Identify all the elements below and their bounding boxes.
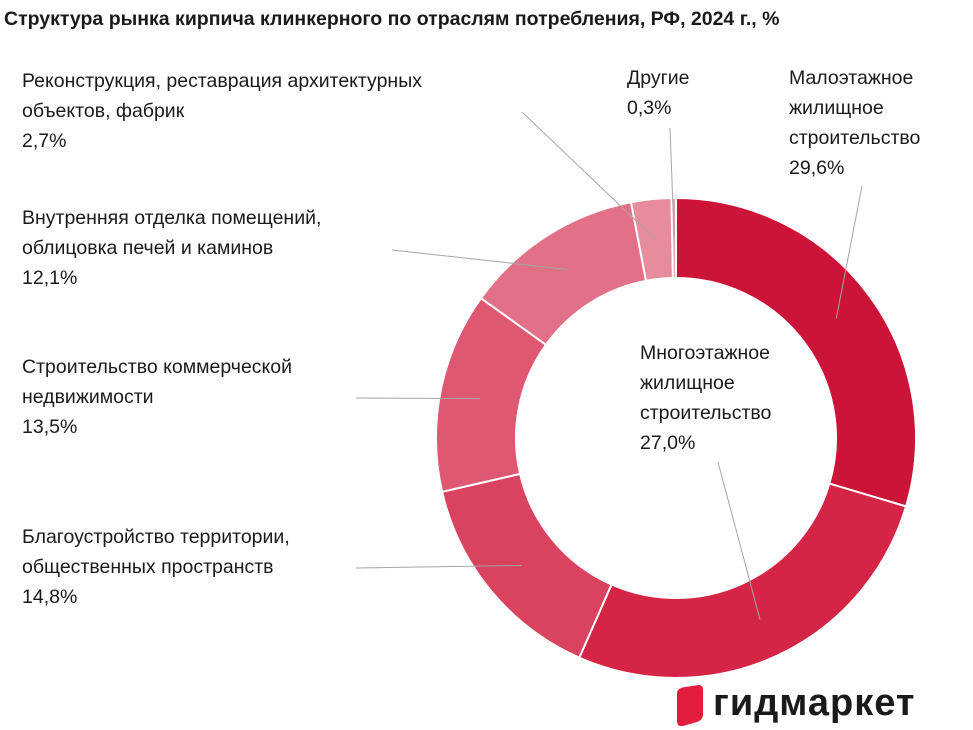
donut-slice-2 bbox=[577, 482, 908, 679]
donut-slice-1 bbox=[675, 196, 917, 508]
slice-label-text: облицовка печей и каминов bbox=[22, 237, 274, 259]
brand-name: гидмаркет bbox=[713, 682, 916, 724]
slice-label-text: жилищное bbox=[789, 97, 884, 119]
slice-value-label: 2,7% bbox=[22, 130, 67, 152]
slice-value-label: 13,5% bbox=[22, 416, 78, 438]
slice-label-text: Благоустройство территории, bbox=[22, 526, 290, 548]
slice-label-3: Благоустройство территории, общественных … bbox=[22, 522, 290, 612]
slice-label-4: Строительство коммерческой недвижимости 13… bbox=[22, 352, 292, 442]
leader-line-5 bbox=[391, 249, 569, 270]
slice-label-text: Строительство коммерческой bbox=[22, 356, 293, 378]
leader-line-7 bbox=[669, 127, 675, 239]
brand-mark-icon bbox=[677, 685, 703, 727]
slice-label-text: объектов, фабрик bbox=[22, 100, 185, 122]
leader-line-3 bbox=[355, 564, 522, 569]
slice-label-text: строительство bbox=[640, 402, 772, 424]
slice-label-text: Малоэтажное bbox=[789, 67, 914, 89]
brand-logo: гидмаркет bbox=[673, 682, 973, 728]
slice-value-label: 29,6% bbox=[789, 157, 845, 179]
slice-label-text: жилищное bbox=[640, 372, 735, 394]
slice-label-5: Внутренняя отделка помещений, облицовка п… bbox=[22, 203, 321, 293]
slice-label-text: Многоэтажное bbox=[640, 342, 770, 364]
slice-label-6: Реконструкция, реставрация архитектурных… bbox=[22, 66, 422, 156]
slice-value-label: 12,1% bbox=[22, 267, 78, 289]
donut-slice-3 bbox=[440, 472, 613, 659]
chart-title: Структура рынка кирпича клинкерного по о… bbox=[4, 8, 780, 30]
slice-label-text: строительство bbox=[789, 127, 921, 149]
slice-label-7: Другие 0,3% bbox=[627, 63, 689, 123]
slice-value-label: 27,0% bbox=[640, 432, 696, 454]
slice-label-2: Многоэтажное жилищное строительство 27,0% bbox=[640, 338, 771, 458]
leader-line-6 bbox=[521, 111, 656, 240]
slice-label-text: Другие bbox=[627, 67, 690, 89]
slice-value-label: 0,3% bbox=[627, 97, 672, 119]
slice-label-text: общественных пространств bbox=[22, 556, 274, 578]
slice-label-text: недвижимости bbox=[22, 386, 154, 408]
leader-line-1 bbox=[835, 185, 863, 319]
slice-label-text: Внутренняя отделка помещений, bbox=[22, 207, 322, 229]
slice-label-1: Малоэтажное жилищное строительство 29,6% bbox=[789, 63, 920, 183]
slice-label-text: Реконструкция, реставрация архитектурных bbox=[22, 70, 422, 92]
leader-line-4 bbox=[355, 397, 480, 400]
leader-line-2 bbox=[717, 461, 761, 620]
slice-value-label: 14,8% bbox=[22, 586, 78, 608]
